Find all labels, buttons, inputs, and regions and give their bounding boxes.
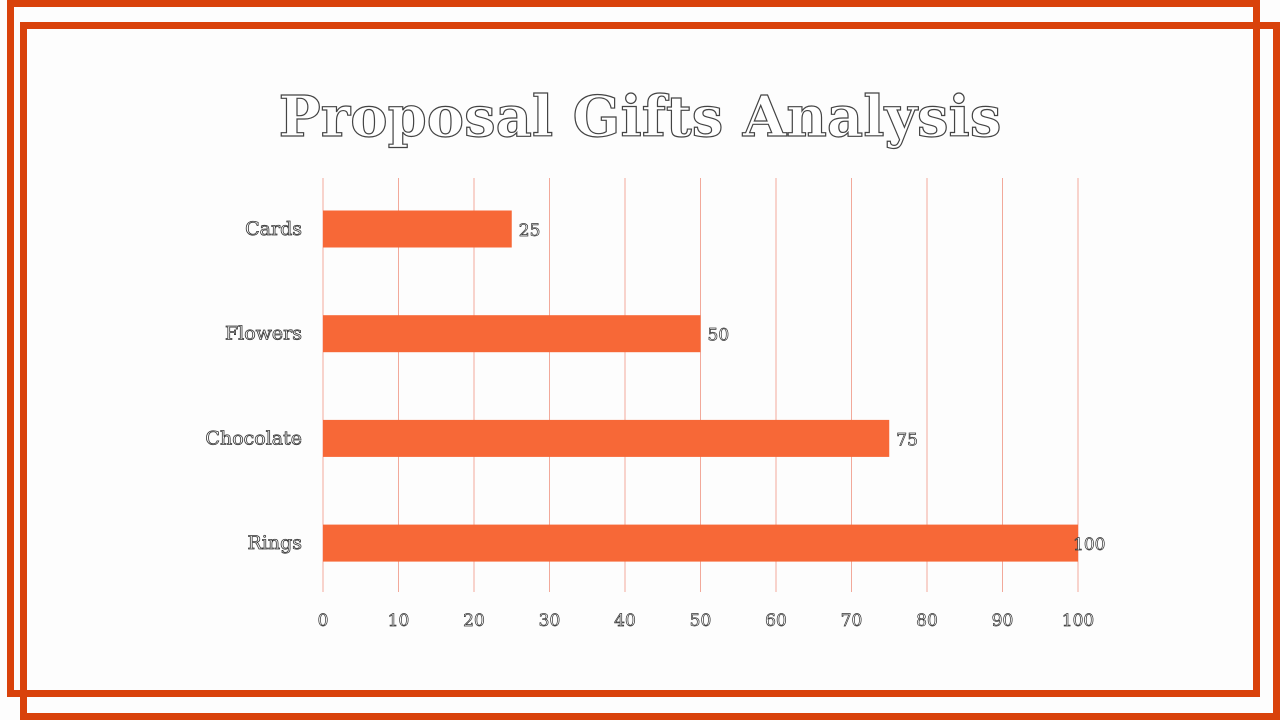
- bars: [323, 210, 1078, 562]
- data-label: 25: [519, 221, 541, 241]
- x-tick-label: 10: [388, 611, 410, 631]
- data-label: 100: [1073, 535, 1105, 555]
- bar: [323, 315, 701, 353]
- bar: [323, 210, 512, 248]
- chart-title: Proposal Gifts Analysis: [279, 84, 1002, 150]
- category-label: Flowers: [225, 323, 302, 345]
- data-label: 50: [708, 326, 730, 346]
- x-tick-label: 30: [539, 611, 561, 631]
- bar: [323, 419, 890, 457]
- value-labels: 25 50 75 100: [518, 221, 1105, 556]
- gridlines: [322, 178, 1079, 592]
- category-label: Cards: [245, 218, 302, 240]
- category-label: Rings: [247, 532, 302, 554]
- bar: [323, 524, 1078, 562]
- inner-frame: [20, 22, 1280, 720]
- category-label: Chocolate: [205, 427, 302, 449]
- x-tick-label: 60: [765, 611, 787, 631]
- outer-frame: [7, 0, 1260, 697]
- x-tick-label: 100: [1062, 611, 1094, 631]
- category-labels: Cards Flowers Chocolate Rings: [205, 218, 302, 555]
- x-tick-label: 20: [463, 611, 485, 631]
- x-tick-label: 40: [614, 611, 636, 631]
- x-axis-ticks: 0 10 20 30 40 50 60 70 80 90 100: [317, 611, 1094, 632]
- x-tick-label: 80: [916, 611, 938, 631]
- x-tick-label: 50: [690, 611, 712, 631]
- data-label: 75: [896, 430, 918, 450]
- x-tick-label: 0: [318, 611, 329, 631]
- x-tick-label: 90: [992, 611, 1014, 631]
- x-tick-label: 70: [841, 611, 863, 631]
